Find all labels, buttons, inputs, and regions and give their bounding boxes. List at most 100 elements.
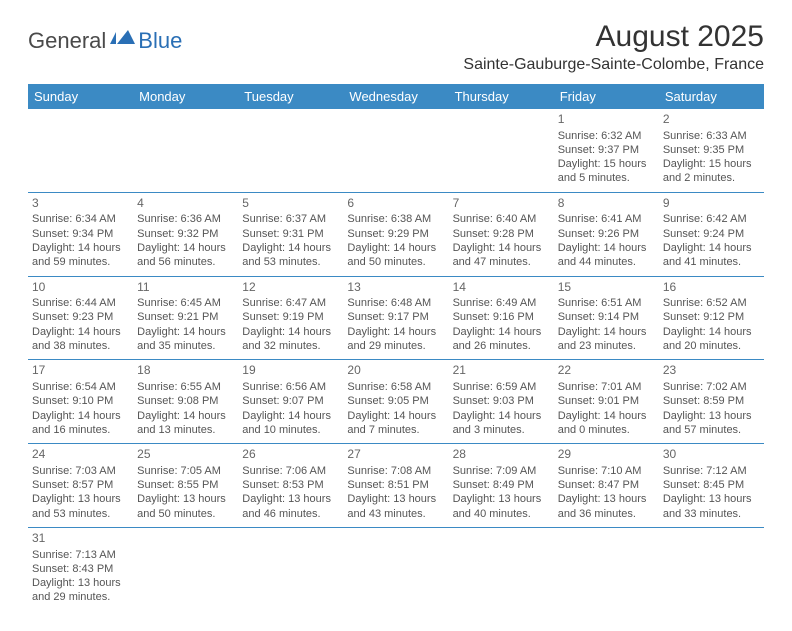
calendar-cell — [554, 527, 659, 610]
sunrise-line: Sunrise: 6:32 AM — [558, 129, 655, 143]
day-number: 28 — [453, 447, 550, 463]
calendar-cell — [133, 527, 238, 610]
daylight-line: Daylight: 14 hours and 44 minutes. — [558, 241, 655, 270]
daylight-line: Daylight: 13 hours and 57 minutes. — [663, 409, 760, 438]
sunset-line: Sunset: 9:05 PM — [347, 394, 444, 408]
calendar-cell: 17Sunrise: 6:54 AMSunset: 9:10 PMDayligh… — [28, 360, 133, 444]
daylight-line: Daylight: 14 hours and 7 minutes. — [347, 409, 444, 438]
calendar-cell — [659, 527, 764, 610]
day-number: 30 — [663, 447, 760, 463]
daylight-line: Daylight: 14 hours and 3 minutes. — [453, 409, 550, 438]
sunrise-line: Sunrise: 7:12 AM — [663, 464, 760, 478]
sunset-line: Sunset: 9:12 PM — [663, 310, 760, 324]
sunrise-line: Sunrise: 7:08 AM — [347, 464, 444, 478]
day-number: 12 — [242, 280, 339, 296]
daylight-line: Daylight: 14 hours and 10 minutes. — [242, 409, 339, 438]
calendar-cell: 11Sunrise: 6:45 AMSunset: 9:21 PMDayligh… — [133, 276, 238, 360]
calendar-cell: 12Sunrise: 6:47 AMSunset: 9:19 PMDayligh… — [238, 276, 343, 360]
sunset-line: Sunset: 8:43 PM — [32, 562, 129, 576]
daylight-line: Daylight: 14 hours and 13 minutes. — [137, 409, 234, 438]
calendar-cell — [238, 109, 343, 192]
col-thursday: Thursday — [449, 84, 554, 109]
calendar-cell: 3Sunrise: 6:34 AMSunset: 9:34 PMDaylight… — [28, 192, 133, 276]
header: General Blue August 2025 Sainte-Gauburge… — [28, 20, 764, 74]
daylight-line: Daylight: 14 hours and 32 minutes. — [242, 325, 339, 354]
daylight-line: Daylight: 13 hours and 43 minutes. — [347, 492, 444, 521]
daylight-line: Daylight: 13 hours and 36 minutes. — [558, 492, 655, 521]
day-number: 22 — [558, 363, 655, 379]
sunrise-line: Sunrise: 7:10 AM — [558, 464, 655, 478]
calendar-cell: 4Sunrise: 6:36 AMSunset: 9:32 PMDaylight… — [133, 192, 238, 276]
calendar-cell: 19Sunrise: 6:56 AMSunset: 9:07 PMDayligh… — [238, 360, 343, 444]
day-number: 4 — [137, 196, 234, 212]
calendar-table: Sunday Monday Tuesday Wednesday Thursday… — [28, 84, 764, 611]
sunrise-line: Sunrise: 6:54 AM — [32, 380, 129, 394]
day-number: 31 — [32, 531, 129, 547]
sunset-line: Sunset: 9:01 PM — [558, 394, 655, 408]
calendar-cell: 10Sunrise: 6:44 AMSunset: 9:23 PMDayligh… — [28, 276, 133, 360]
calendar-cell: 5Sunrise: 6:37 AMSunset: 9:31 PMDaylight… — [238, 192, 343, 276]
sunrise-line: Sunrise: 6:47 AM — [242, 296, 339, 310]
sunset-line: Sunset: 9:10 PM — [32, 394, 129, 408]
calendar-row: 17Sunrise: 6:54 AMSunset: 9:10 PMDayligh… — [28, 360, 764, 444]
day-number: 21 — [453, 363, 550, 379]
day-number: 14 — [453, 280, 550, 296]
sunset-line: Sunset: 8:55 PM — [137, 478, 234, 492]
sunset-line: Sunset: 8:51 PM — [347, 478, 444, 492]
calendar-row: 10Sunrise: 6:44 AMSunset: 9:23 PMDayligh… — [28, 276, 764, 360]
calendar-cell: 13Sunrise: 6:48 AMSunset: 9:17 PMDayligh… — [343, 276, 448, 360]
daylight-line: Daylight: 13 hours and 40 minutes. — [453, 492, 550, 521]
calendar-cell: 28Sunrise: 7:09 AMSunset: 8:49 PMDayligh… — [449, 444, 554, 528]
day-number: 19 — [242, 363, 339, 379]
sunset-line: Sunset: 9:08 PM — [137, 394, 234, 408]
sunset-line: Sunset: 9:35 PM — [663, 143, 760, 157]
calendar-cell: 31Sunrise: 7:13 AMSunset: 8:43 PMDayligh… — [28, 527, 133, 610]
calendar-cell: 16Sunrise: 6:52 AMSunset: 9:12 PMDayligh… — [659, 276, 764, 360]
daylight-line: Daylight: 14 hours and 38 minutes. — [32, 325, 129, 354]
calendar-cell — [449, 527, 554, 610]
sunrise-line: Sunrise: 6:58 AM — [347, 380, 444, 394]
calendar-cell: 27Sunrise: 7:08 AMSunset: 8:51 PMDayligh… — [343, 444, 448, 528]
calendar-cell: 1Sunrise: 6:32 AMSunset: 9:37 PMDaylight… — [554, 109, 659, 192]
calendar-cell — [449, 109, 554, 192]
daylight-line: Daylight: 14 hours and 56 minutes. — [137, 241, 234, 270]
sunset-line: Sunset: 9:31 PM — [242, 227, 339, 241]
day-number: 2 — [663, 112, 760, 128]
logo-text-b: Blue — [138, 28, 182, 54]
daylight-line: Daylight: 14 hours and 0 minutes. — [558, 409, 655, 438]
col-sunday: Sunday — [28, 84, 133, 109]
sunrise-line: Sunrise: 6:51 AM — [558, 296, 655, 310]
calendar-row: 31Sunrise: 7:13 AMSunset: 8:43 PMDayligh… — [28, 527, 764, 610]
daylight-line: Daylight: 14 hours and 16 minutes. — [32, 409, 129, 438]
daylight-line: Daylight: 14 hours and 59 minutes. — [32, 241, 129, 270]
calendar-cell: 20Sunrise: 6:58 AMSunset: 9:05 PMDayligh… — [343, 360, 448, 444]
sunset-line: Sunset: 9:32 PM — [137, 227, 234, 241]
daylight-line: Daylight: 13 hours and 50 minutes. — [137, 492, 234, 521]
sunrise-line: Sunrise: 7:02 AM — [663, 380, 760, 394]
calendar-cell — [133, 109, 238, 192]
sunset-line: Sunset: 9:28 PM — [453, 227, 550, 241]
day-number: 11 — [137, 280, 234, 296]
calendar-cell: 6Sunrise: 6:38 AMSunset: 9:29 PMDaylight… — [343, 192, 448, 276]
calendar-cell: 25Sunrise: 7:05 AMSunset: 8:55 PMDayligh… — [133, 444, 238, 528]
calendar-row: 1Sunrise: 6:32 AMSunset: 9:37 PMDaylight… — [28, 109, 764, 192]
sunrise-line: Sunrise: 6:44 AM — [32, 296, 129, 310]
calendar-cell: 14Sunrise: 6:49 AMSunset: 9:16 PMDayligh… — [449, 276, 554, 360]
daylight-line: Daylight: 14 hours and 20 minutes. — [663, 325, 760, 354]
sunset-line: Sunset: 8:49 PM — [453, 478, 550, 492]
day-number: 15 — [558, 280, 655, 296]
day-number: 6 — [347, 196, 444, 212]
sunrise-line: Sunrise: 6:41 AM — [558, 212, 655, 226]
day-number: 9 — [663, 196, 760, 212]
logo-flag-icon — [110, 28, 136, 54]
sunrise-line: Sunrise: 7:03 AM — [32, 464, 129, 478]
calendar-cell: 26Sunrise: 7:06 AMSunset: 8:53 PMDayligh… — [238, 444, 343, 528]
calendar-cell: 23Sunrise: 7:02 AMSunset: 8:59 PMDayligh… — [659, 360, 764, 444]
daylight-line: Daylight: 14 hours and 35 minutes. — [137, 325, 234, 354]
daylight-line: Daylight: 15 hours and 5 minutes. — [558, 157, 655, 186]
sunset-line: Sunset: 9:24 PM — [663, 227, 760, 241]
calendar-cell: 9Sunrise: 6:42 AMSunset: 9:24 PMDaylight… — [659, 192, 764, 276]
calendar-cell: 18Sunrise: 6:55 AMSunset: 9:08 PMDayligh… — [133, 360, 238, 444]
daylight-line: Daylight: 13 hours and 46 minutes. — [242, 492, 339, 521]
sunrise-line: Sunrise: 6:48 AM — [347, 296, 444, 310]
